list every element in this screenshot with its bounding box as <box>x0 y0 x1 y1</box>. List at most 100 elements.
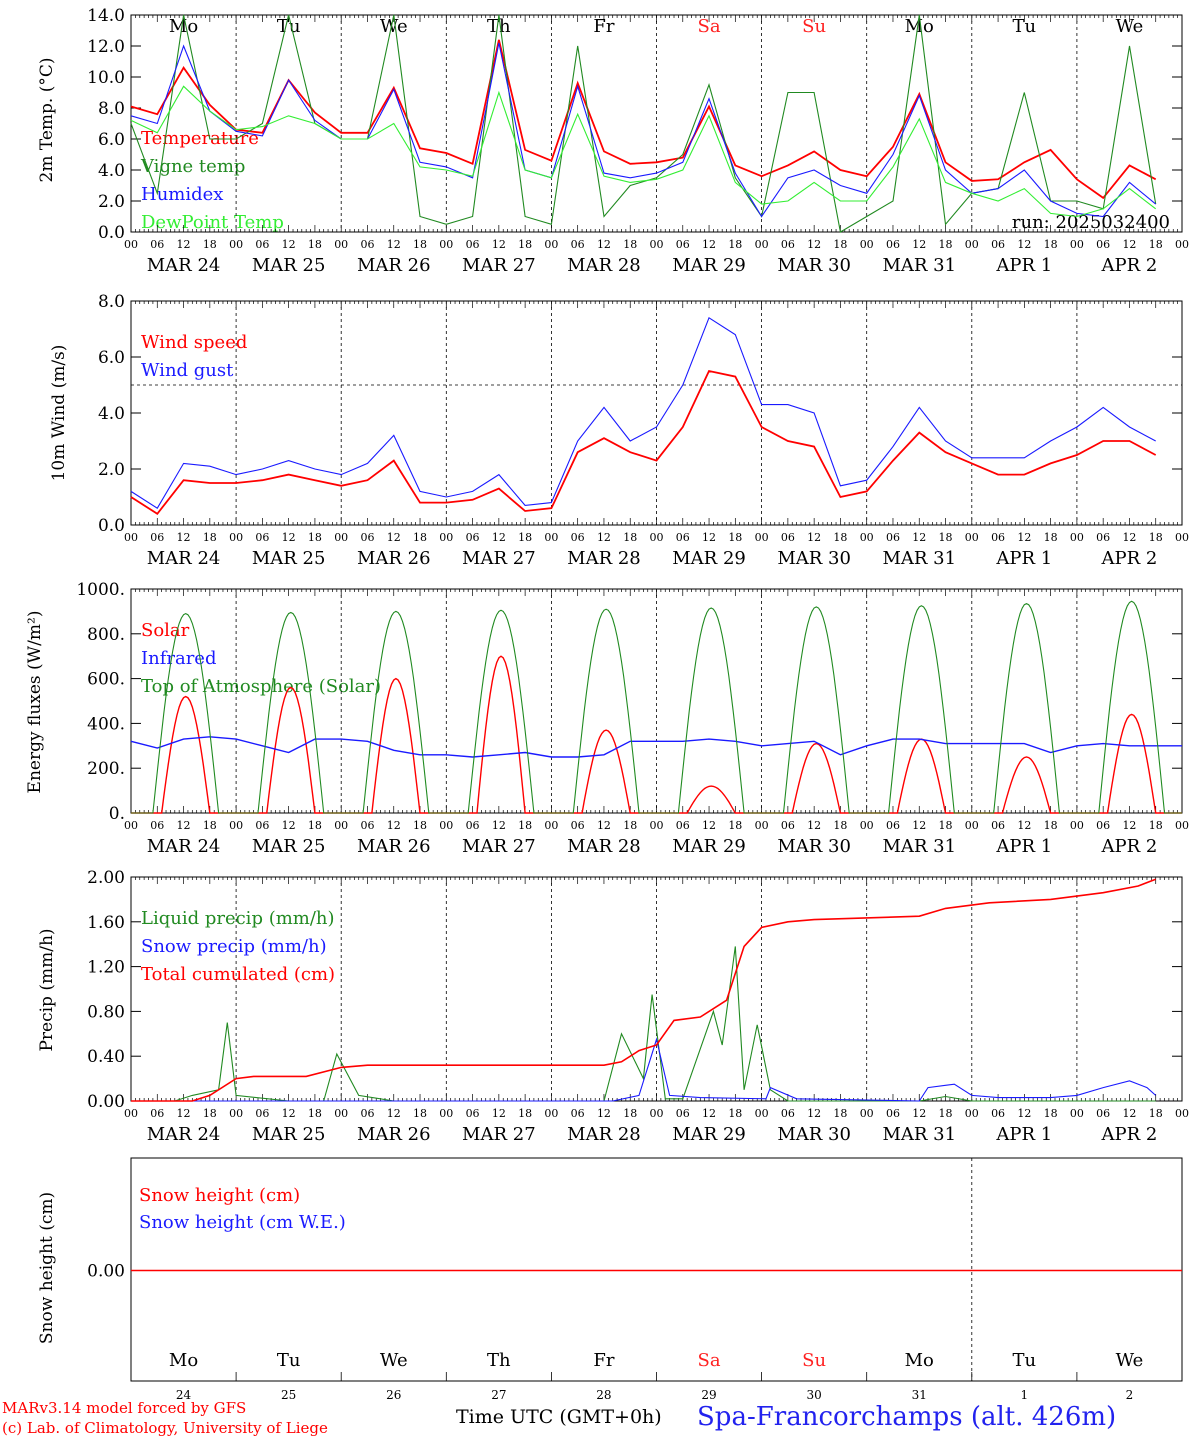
hour-tick-label: 12 <box>807 531 821 544</box>
series-line-infrared <box>130 736 1182 758</box>
hour-tick-label: 06 <box>676 1107 690 1120</box>
hour-tick-label: 06 <box>255 1107 269 1120</box>
hour-tick-label: 00 <box>860 1107 874 1120</box>
series-line-temperature <box>130 39 1157 200</box>
hour-tick-label: 00 <box>1175 238 1189 251</box>
station-title: Spa-Francorchamps (alt. 426m) <box>697 1402 1117 1432</box>
hour-tick-label: 18 <box>939 531 953 544</box>
hour-tick-label: 06 <box>886 531 900 544</box>
weekday-label: We <box>1116 16 1144 37</box>
hour-tick-label: 18 <box>1044 238 1058 251</box>
weekday-label: We <box>380 1350 408 1371</box>
date-label: MAR 31 <box>882 548 956 569</box>
y-tick-label: 6.0 <box>98 130 125 150</box>
hour-tick-label: 00 <box>755 531 769 544</box>
hour-tick-label: 12 <box>597 531 611 544</box>
weekday-label: Mo <box>169 16 198 37</box>
hour-tick-label: 00 <box>334 1107 348 1120</box>
date-label: MAR 28 <box>567 548 641 569</box>
day-number-label: 31 <box>912 1388 927 1402</box>
hour-tick-label: 18 <box>728 238 742 251</box>
legend-snow-height: Snow height (cm) <box>139 1185 300 1206</box>
hour-tick-label: 12 <box>807 238 821 251</box>
date-label: APR 2 <box>1101 1124 1158 1145</box>
hour-tick-label: 18 <box>1149 238 1163 251</box>
hour-tick-label: 18 <box>308 531 322 544</box>
hour-tick-label: 18 <box>833 238 847 251</box>
series-line-top-of-atmosphere-solar- <box>131 600 1182 814</box>
hour-tick-label: 06 <box>991 238 1005 251</box>
hour-tick-label: 00 <box>965 1107 979 1120</box>
y-tick-label: 400. <box>87 714 125 734</box>
weekday-label: Fr <box>593 16 614 37</box>
hour-tick-label: 12 <box>282 238 296 251</box>
day-number-label: 24 <box>176 1388 192 1402</box>
hour-tick-label: 00 <box>439 819 453 832</box>
hour-tick-label: 06 <box>991 819 1005 832</box>
hour-tick-label: 18 <box>939 238 953 251</box>
hour-tick-label: 18 <box>308 1107 322 1120</box>
hour-tick-label: 12 <box>387 238 401 251</box>
hour-tick-label: 00 <box>965 531 979 544</box>
hour-tick-label: 12 <box>702 1107 716 1120</box>
hour-tick-label: 06 <box>360 531 374 544</box>
hour-tick-label: 18 <box>1044 531 1058 544</box>
hour-tick-label: 00 <box>544 238 558 251</box>
hour-tick-label: 12 <box>1017 819 1031 832</box>
date-label: MAR 25 <box>252 255 326 276</box>
date-label: MAR 26 <box>357 1124 431 1145</box>
weekday-label: Sa <box>698 16 721 37</box>
hour-tick-label: 00 <box>1070 1107 1084 1120</box>
hour-tick-label: 12 <box>387 819 401 832</box>
date-label: MAR 30 <box>777 836 851 857</box>
weekday-label: Su <box>802 16 826 37</box>
date-label: MAR 30 <box>777 1124 851 1145</box>
hour-tick-label: 18 <box>203 1107 217 1120</box>
hour-tick-label: 18 <box>1149 531 1163 544</box>
hour-tick-label: 12 <box>1122 819 1136 832</box>
hour-tick-label: 06 <box>571 531 585 544</box>
hour-tick-label: 12 <box>807 1107 821 1120</box>
legend-wind-speed: Wind speed <box>141 332 247 353</box>
legend-temperature: Temperature <box>141 128 259 149</box>
weekday-label: Mo <box>905 16 934 37</box>
date-label: MAR 24 <box>147 255 221 276</box>
date-label: MAR 27 <box>462 255 536 276</box>
hour-tick-label: 00 <box>439 238 453 251</box>
hour-tick-label: 18 <box>623 531 637 544</box>
weekday-label: Su <box>802 1350 826 1371</box>
snow-ylabel: Snow height (cm) <box>37 1192 57 1344</box>
hour-tick-label: 00 <box>439 1107 453 1120</box>
legend-toa-solar: Top of Atmosphere (Solar) <box>141 676 381 697</box>
hour-tick-label: 00 <box>860 238 874 251</box>
hour-tick-label: 18 <box>939 1107 953 1120</box>
time-axis-label: Time UTC (GMT+0h) <box>456 1406 662 1428</box>
hour-tick-label: 18 <box>833 531 847 544</box>
lab-credit: (c) Lab. of Climatology, University of L… <box>2 1419 328 1437</box>
wind-panel: 10m Wind (m/s) Wind speed Wind gust <box>49 332 247 481</box>
hour-tick-label: 06 <box>150 819 164 832</box>
hour-tick-label: 12 <box>1122 531 1136 544</box>
series-line-snow-precip-mm-h- <box>131 1037 1157 1102</box>
hour-tick-label: 18 <box>1149 819 1163 832</box>
day-number-label: 30 <box>807 1388 822 1402</box>
hour-tick-label: 18 <box>939 819 953 832</box>
day-number-label: 28 <box>596 1388 611 1402</box>
hour-tick-label: 12 <box>702 819 716 832</box>
hour-tick-label: 12 <box>1017 531 1031 544</box>
y-tick-label: 6.0 <box>98 348 125 368</box>
hour-tick-label: 06 <box>255 531 269 544</box>
hour-tick-label: 00 <box>544 819 558 832</box>
temperature-panel: 2m Temp. (°C) Temperature Vigne temp Hum… <box>37 57 1170 233</box>
hour-tick-label: 06 <box>360 819 374 832</box>
series-line-wind-gust <box>130 316 1156 509</box>
date-label: MAR 25 <box>252 548 326 569</box>
y-tick-label: 0.0 <box>98 516 125 536</box>
hour-tick-label: 12 <box>912 238 926 251</box>
y-tick-label: 0.00 <box>87 1092 125 1112</box>
y-tick-label: 0. <box>109 804 125 824</box>
weekday-label: Fr <box>593 1350 614 1371</box>
hour-tick-label: 00 <box>1070 819 1084 832</box>
y-tick-label: 8.0 <box>98 99 125 119</box>
